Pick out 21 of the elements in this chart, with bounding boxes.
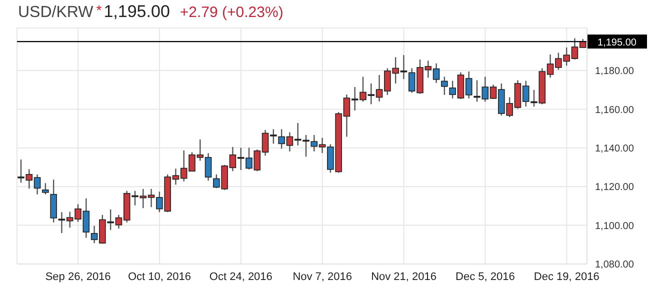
y-tick-label: 1,160.00 — [595, 104, 634, 116]
y-tick-label: 1,140.00 — [595, 143, 634, 154]
x-tick-label: Dec 5, 2016 — [456, 270, 515, 283]
x-tick-label: Sep 26, 2016 — [45, 270, 111, 283]
text: 1,195.00 — [104, 2, 170, 21]
candlestick — [42, 182, 49, 195]
x-tick-label: Nov 7, 2016 — [292, 270, 352, 283]
candlestick — [441, 76, 448, 96]
x-tick-label: Nov 21, 2016 — [371, 270, 437, 283]
text: +2.79 (+0.23%) — [180, 4, 284, 21]
ref-line-label: 1,195.00 — [598, 38, 637, 49]
x-tick-label: Dec 19, 2016 — [534, 270, 600, 283]
y-tick-label: 1,100.00 — [595, 220, 634, 232]
text: * — [96, 2, 102, 18]
x-tick-label: Oct 24, 2016 — [209, 270, 272, 283]
y-tick-label: 1,120.00 — [595, 182, 634, 194]
y-tick-label: 1,080.00 — [595, 260, 634, 271]
candlestick — [50, 179, 57, 224]
y-tick-label: 1,180.00 — [595, 66, 634, 78]
x-tick-label: Oct 10, 2016 — [128, 270, 191, 283]
chart-title: USD/KRW — [18, 4, 94, 21]
